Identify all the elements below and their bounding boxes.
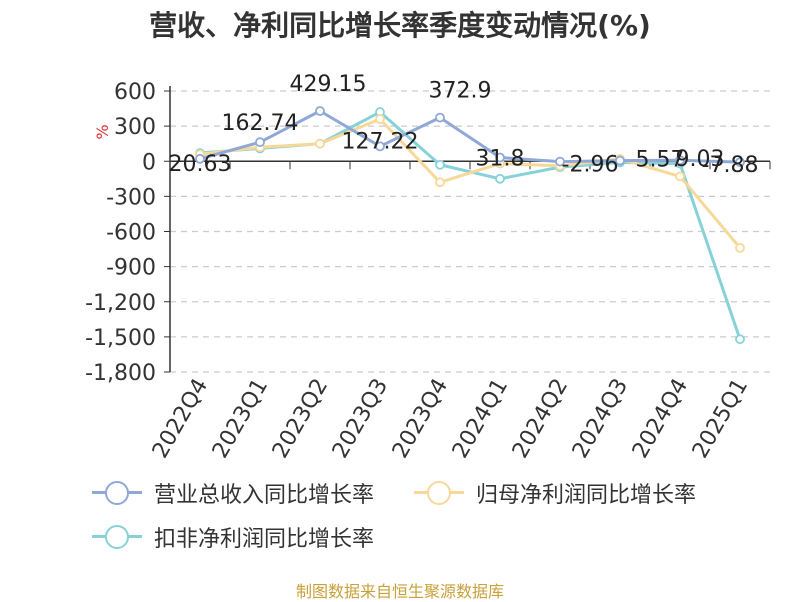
series-point [315,138,325,149]
data-label: 372.9 [429,79,492,104]
y-tick-label: -1,200 [85,291,156,316]
data-label: 162.74 [222,111,299,136]
x-tick-label: 2025Q1 [688,375,753,463]
series-line [199,109,741,164]
data-label: 20.63 [169,152,232,177]
source-note: 制图数据来自恒生聚源数据库 [295,582,504,601]
series-point [375,141,385,152]
grid-lines [170,90,770,373]
y-tick-label: -600 [106,221,156,246]
x-tick-label: 2022Q4 [148,375,213,463]
series-point [375,114,385,124]
legend-swatch [414,478,464,508]
data-labels: 20.63 162.74 429.15 127.22 372.9 31.8 -2.96 5.5… [169,72,759,178]
series-point [615,155,625,166]
y-tick-label: -300 [106,185,156,210]
series-lines [195,106,745,345]
y-tick-label: 300 [114,115,156,140]
y-tick-label: 600 [114,80,156,105]
series-point [735,157,745,168]
x-tick-label: 2024Q1 [448,375,513,463]
data-label: -2.96 [562,153,619,178]
legend-label: 营业总收入同比增长率 [154,483,375,508]
series-point [735,242,745,253]
legend-swatch [92,522,142,552]
y-tick-label: -1,500 [85,326,156,351]
data-label: -7.88 [702,153,759,178]
x-tick-label: 2023Q3 [328,375,393,463]
y-axis-label: % [93,124,112,139]
series-point [735,334,745,345]
series-point [255,137,265,148]
y-tick-label: 0 [142,150,156,175]
axes: 600 300 0 -300 -600 -900 -1,200 -1,500 -1,800% 20… [85,80,771,463]
series-point [435,177,445,188]
x-tick-label: 2024Q3 [568,375,633,463]
data-label: 9.03 [676,147,725,172]
series-point [495,152,505,163]
series-point [195,153,205,164]
chart-title: 营收、净利同比增长率季度变动情况(%) [149,9,651,42]
legend-label: 归母净利润同比增长率 [476,483,697,508]
x-tick-label: 2023Q4 [388,375,453,463]
series-point [435,112,445,123]
legend-label: 扣非净利润同比增长率 [154,527,375,552]
x-tick-label: 2023Q1 [208,375,273,463]
series-point [675,171,685,182]
legend-swatch [92,478,142,508]
y-tick-label: -900 [106,256,156,281]
series-point [555,156,565,167]
y-tick-label: -1,800 [85,361,156,386]
data-label: 429.15 [290,72,367,97]
series-line [199,117,742,249]
series-point [315,106,325,116]
series-point [495,173,505,184]
legend-item[interactable]: 营业总收入同比增长率 [92,478,374,508]
series-point [435,159,445,170]
x-tick-label: 2023Q2 [268,375,333,463]
series-point [675,155,685,166]
data-label: 127.22 [342,129,419,154]
x-tick-label: 2024Q2 [508,375,573,463]
x-tick-label: 2024Q4 [628,375,693,463]
legend-item[interactable]: 扣非净利润同比增长率 [92,522,374,552]
data-label: 5.57 [636,148,685,173]
data-label: 31.8 [476,147,525,172]
legend-item[interactable]: 归母净利润同比增长率 [414,478,696,508]
